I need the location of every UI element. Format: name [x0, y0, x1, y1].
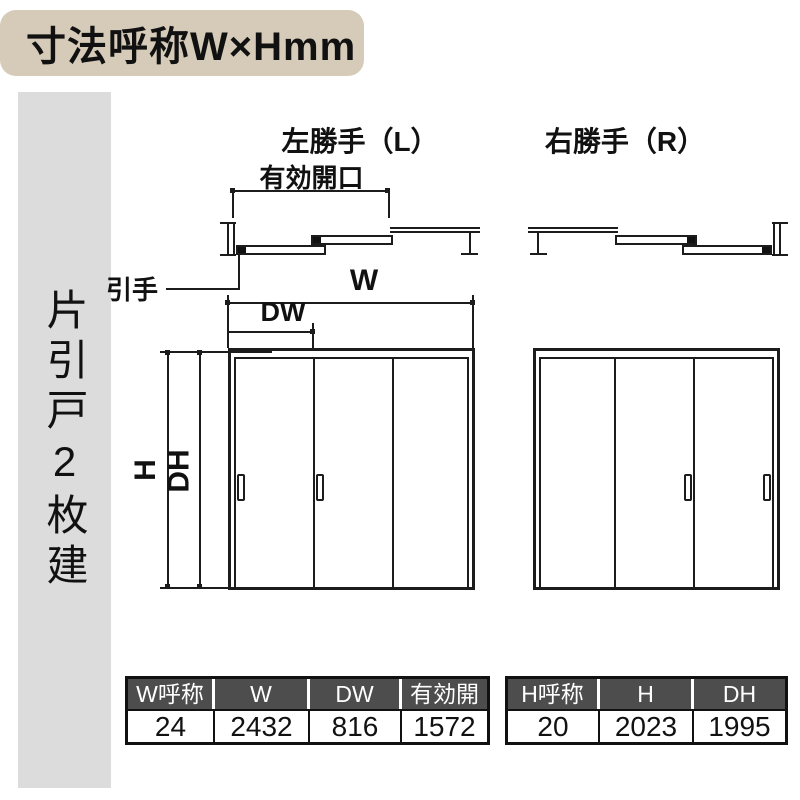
- product-type-label: 片引戸2枚建: [41, 287, 88, 593]
- plan-right-jamb-bottom-tick: [772, 254, 788, 256]
- elevation-left-handle-2: [316, 474, 324, 501]
- plan-right-wall-jamb-foot: [530, 253, 547, 255]
- plan-left-front-door-panel: [236, 245, 326, 255]
- title-badge: 寸法呼称W×Hmm: [0, 10, 364, 76]
- effective-opening-ext-right: [388, 188, 390, 218]
- table-header-cell: 有効開口: [410, 681, 479, 707]
- elevation-right: [533, 348, 780, 590]
- table-value-cell: 24: [128, 711, 215, 742]
- plan-right-jamb-top-tick: [772, 222, 788, 224]
- table-header-cell: W: [215, 679, 310, 709]
- dim-dot: [470, 300, 475, 305]
- table-header-cell: H: [600, 679, 694, 709]
- dim-dot: [225, 300, 230, 305]
- h-dim-line: [167, 352, 169, 587]
- dim-dot: [230, 188, 235, 193]
- page-title: 寸法呼称W×Hmm: [26, 25, 357, 69]
- width-table-header-row: W呼称 W DW 有効開口: [128, 679, 487, 709]
- left-diagram-title: 左勝手（L）: [281, 126, 439, 157]
- dh-dim-line: [199, 352, 201, 587]
- effective-opening-label: 有効開口: [259, 163, 364, 193]
- elevation-right-handle-1: [684, 474, 692, 501]
- plan-left-front-handle: [238, 247, 246, 253]
- plan-left-wall: [390, 227, 480, 233]
- elevation-right-divider-1: [614, 358, 616, 588]
- w-ext-left: [227, 295, 229, 348]
- sidebar-panel: 片引戸2枚建: [18, 92, 111, 788]
- elevation-right-inner-left: [539, 357, 541, 588]
- plan-left-back-handle: [313, 237, 321, 243]
- elevation-left-divider-1: [313, 358, 315, 588]
- h-ext-top: [160, 351, 272, 353]
- table-value-cell: 816: [310, 711, 402, 742]
- dim-dot: [165, 584, 170, 589]
- plan-left-wall-jamb-foot: [461, 253, 478, 255]
- elevation-left-divider-2: [392, 358, 394, 588]
- plan-right-back-door-panel: [615, 235, 697, 245]
- plan-right-wall-jamb: [537, 233, 539, 254]
- elevation-right-handle-2: [763, 474, 771, 501]
- dh-dim-label: DH: [162, 449, 196, 493]
- elevation-left-handle-1: [237, 474, 245, 501]
- plan-left-jamb: [227, 222, 235, 256]
- dim-dot: [310, 329, 315, 334]
- width-table-value-row: 24 2432 816 1572: [128, 709, 487, 742]
- pull-handle-leader-v: [238, 254, 240, 290]
- plan-right-wall: [528, 227, 618, 233]
- elevation-right-divider-2: [693, 358, 695, 588]
- elevation-left-inner-right: [467, 357, 469, 588]
- plan-right-jamb: [773, 222, 781, 256]
- h-ext-bottom: [160, 587, 272, 589]
- pull-handle-leader-h: [166, 288, 240, 290]
- dw-dim-label: DW: [260, 297, 306, 327]
- dim-dot: [165, 350, 170, 355]
- table-value-cell: 1995: [708, 711, 771, 742]
- elevation-left: [228, 348, 475, 590]
- dw-dim-line: [228, 331, 314, 333]
- dim-dot: [385, 188, 390, 193]
- effective-opening-dim-line: [233, 190, 390, 192]
- dim-dot: [197, 584, 202, 589]
- w-ext-right: [472, 295, 474, 348]
- plan-left-back-door-panel: [311, 235, 393, 245]
- w-dim-label: W: [349, 264, 379, 297]
- table-header-cell: DH: [722, 681, 757, 707]
- height-table-value-row: 20 2023 1995: [508, 709, 785, 742]
- effective-opening-ext-left: [232, 188, 234, 218]
- width-dimension-table: W呼称 W DW 有効開口 24 2432 816 1572: [125, 676, 490, 745]
- dw-ext-right: [312, 323, 314, 348]
- table-header-cell: DW: [310, 679, 402, 709]
- dim-dot: [197, 350, 202, 355]
- elevation-left-inner-left: [234, 357, 236, 588]
- pull-handle-label: 引手: [106, 275, 159, 305]
- plan-right-front-handle: [762, 247, 770, 253]
- table-header-cell: W呼称: [128, 679, 215, 709]
- elevation-right-inner-right: [772, 357, 774, 588]
- table-value-cell: 20: [508, 711, 600, 742]
- w-dim-line: [228, 302, 474, 304]
- elevation-right-inner-top: [539, 357, 774, 359]
- plan-right-back-handle: [687, 237, 695, 243]
- table-value-cell: 2432: [215, 711, 310, 742]
- table-value-cell: 1572: [413, 711, 476, 742]
- table-value-cell: 2023: [600, 711, 694, 742]
- plan-right-front-door-panel: [682, 245, 772, 255]
- height-table-header-row: H呼称 H DH: [508, 679, 785, 709]
- right-diagram-title: 右勝手（R）: [544, 126, 706, 157]
- plan-left-wall-jamb: [469, 233, 471, 254]
- height-dimension-table: H呼称 H DH 20 2023 1995: [505, 676, 788, 745]
- table-header-cell: H呼称: [508, 679, 600, 709]
- h-dim-label: H: [128, 459, 162, 481]
- elevation-left-inner-top: [234, 357, 469, 359]
